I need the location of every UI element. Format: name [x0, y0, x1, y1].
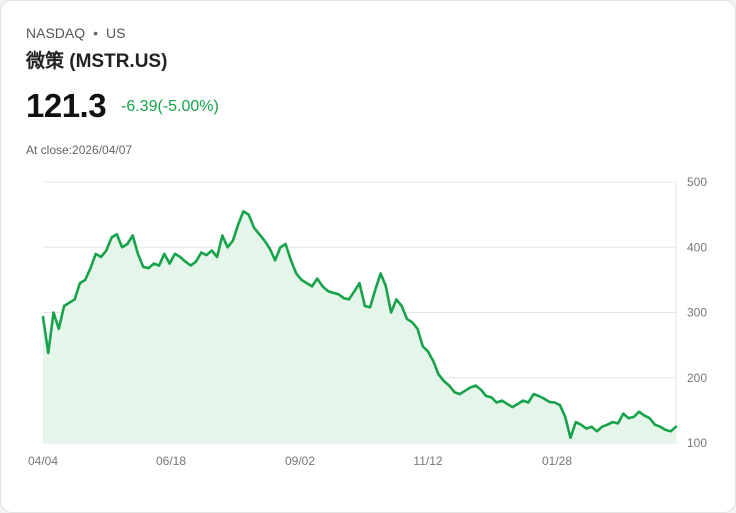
y-axis-ticks: 500 400 300 200 100: [687, 175, 707, 450]
x-tick-label: 09/02: [285, 454, 315, 468]
y-tick-label: 300: [687, 306, 707, 320]
exchange-line: NASDAQ • US: [26, 25, 125, 41]
price-area: [43, 211, 676, 443]
separator-dot: •: [93, 25, 99, 41]
current-price: 121.3: [26, 87, 107, 124]
x-tick-label: 01/28: [542, 454, 572, 468]
close-time: At close:2026/04/07: [26, 143, 133, 157]
y-tick-label: 100: [687, 436, 707, 450]
exchange-name: NASDAQ: [26, 25, 86, 41]
x-tick-label: 11/12: [413, 454, 442, 468]
x-tick-label: 06/18: [156, 454, 186, 468]
y-tick-label: 200: [687, 371, 707, 385]
y-tick-label: 500: [687, 175, 707, 189]
price-change: -6.39(-5.00%): [121, 98, 219, 115]
stock-title: 微策 (MSTR.US): [26, 51, 168, 72]
market-name: US: [106, 25, 126, 41]
y-tick-label: 400: [687, 240, 707, 254]
x-axis-ticks: 04/04 06/18 09/02 11/12 01/28: [28, 454, 572, 468]
price-line: [41, 210, 678, 440]
x-tick-label: 04/04: [28, 454, 58, 468]
